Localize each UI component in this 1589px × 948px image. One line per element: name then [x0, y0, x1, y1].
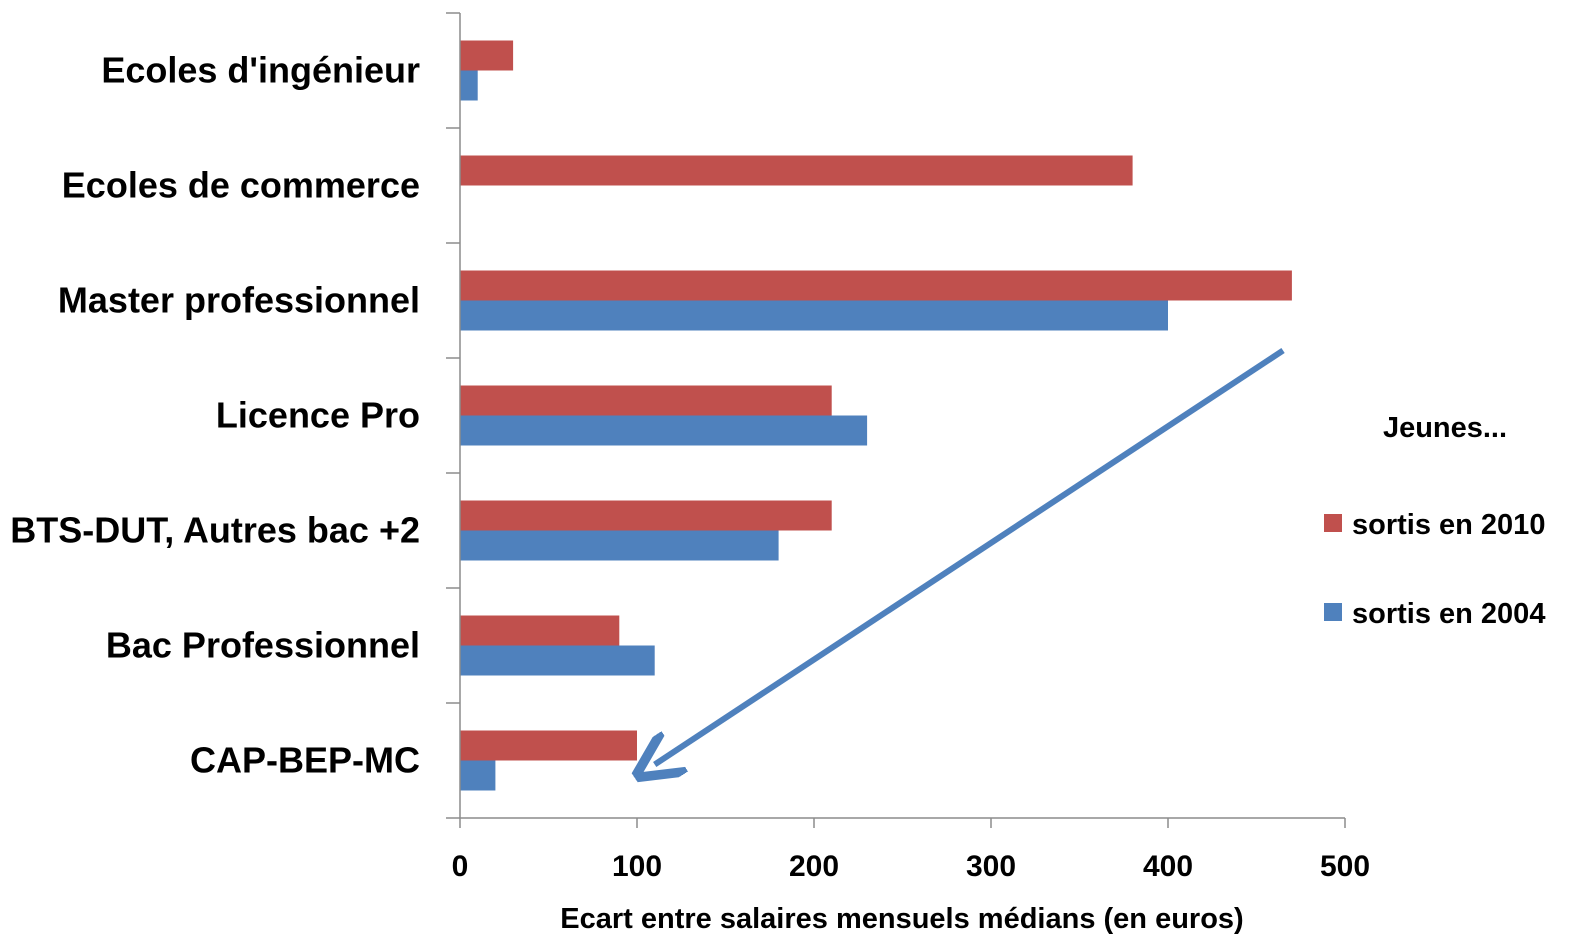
category-label: Bac Professionnel	[106, 625, 420, 666]
labels-layer: Ecoles d'ingénieur Ecoles de commerce Mast…	[10, 50, 1370, 884]
legend: Jeunes... sortis en 2010 sortis en 2004	[1324, 412, 1545, 630]
x-tick-label: 100	[612, 850, 662, 883]
legend-swatch-2010	[1324, 514, 1342, 532]
bar-2004-2	[460, 300, 1168, 331]
x-tick-label: 500	[1320, 850, 1370, 883]
legend-label-2010: sortis en 2010	[1352, 509, 1545, 541]
bar-2004-0	[460, 70, 478, 101]
bar-2004-6	[460, 760, 496, 791]
bar-2010-2	[460, 270, 1292, 301]
x-tick-label: 300	[966, 850, 1016, 883]
category-label: Ecoles d'ingénieur	[101, 50, 420, 91]
bar-2010-1	[460, 155, 1133, 186]
x-tick-label: 400	[1143, 850, 1193, 883]
x-tick-label: 200	[789, 850, 839, 883]
x-tick-label: 0	[452, 850, 469, 883]
bar-2004-3	[460, 415, 868, 446]
category-label: Ecoles de commerce	[62, 165, 420, 206]
legend-swatch-2004	[1324, 603, 1342, 621]
trend-arrow	[655, 347, 1285, 765]
annotation-layer	[655, 347, 1285, 765]
bar-2010-4	[460, 500, 832, 531]
bar-2010-6	[460, 730, 637, 761]
bars-layer	[460, 40, 1292, 791]
bar-2010-5	[460, 615, 620, 646]
legend-title: Jeunes...	[1383, 412, 1507, 444]
category-label: Licence Pro	[216, 395, 420, 436]
bar-2010-3	[460, 385, 832, 416]
bar-2010-0	[460, 40, 514, 71]
category-label: CAP-BEP-MC	[190, 740, 420, 781]
legend-label-2004: sortis en 2004	[1352, 598, 1545, 630]
bar-2004-5	[460, 645, 655, 676]
x-axis-title: Ecart entre salaires mensuels médians (e…	[560, 903, 1243, 935]
axes-layer	[446, 12, 1346, 828]
bar-2004-4	[460, 530, 779, 561]
category-label: Master professionnel	[58, 280, 420, 321]
category-label: BTS-DUT, Autres bac +2	[10, 510, 420, 551]
